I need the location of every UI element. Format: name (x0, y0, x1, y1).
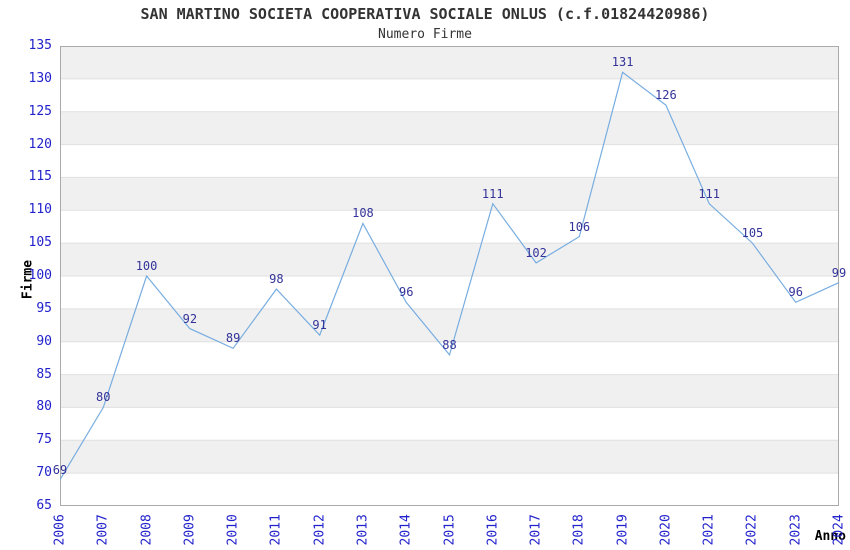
x-tick-label: 2020 (658, 514, 674, 546)
point-label: 111 (481, 186, 504, 201)
y-tick-label: 125 (28, 103, 52, 119)
plot-border (60, 46, 839, 506)
x-tick-label: 2006 (52, 514, 68, 546)
x-tick-label: 2010 (225, 514, 241, 546)
chart-title: SAN MARTINO SOCIETA COOPERATIVA SOCIALE … (140, 5, 710, 23)
y-tick-label: 90 (36, 333, 52, 349)
x-tick-label: 2009 (182, 514, 198, 546)
point-label: 89 (225, 331, 241, 346)
point-label: 92 (182, 311, 198, 326)
y-tick-label: 80 (36, 399, 52, 415)
y-tick-label: 70 (36, 465, 52, 481)
chart-subtitle: Numero Firme (378, 27, 472, 42)
point-label: 102 (525, 245, 547, 260)
y-tick-label: 130 (28, 70, 52, 86)
x-tick-label: 2012 (312, 514, 328, 546)
y-tick-label: 95 (36, 300, 52, 316)
x-tick-label: 2017 (528, 514, 544, 546)
x-tick-label: 2016 (485, 514, 501, 546)
point-label: 126 (655, 88, 677, 103)
y-tick-label: 110 (28, 202, 52, 218)
plot-area (60, 46, 839, 506)
band-row (60, 111, 839, 145)
y-tick-label: 75 (36, 432, 52, 448)
x-tick-label: 2014 (398, 514, 414, 546)
y-tick-label: 120 (28, 136, 52, 152)
band-row (60, 440, 839, 474)
x-tick-label: 2007 (95, 514, 111, 546)
point-label: 108 (352, 206, 374, 221)
x-tick-label: 2022 (744, 514, 760, 546)
y-tick-label: 85 (36, 366, 52, 382)
point-label: 131 (611, 55, 634, 70)
point-label: 88 (442, 337, 457, 352)
x-axis-title: Anno (814, 529, 846, 544)
band-row (60, 46, 839, 79)
band-row (60, 243, 839, 276)
series-line (60, 71, 839, 481)
point-label: 111 (698, 186, 720, 201)
point-label: 100 (135, 259, 158, 273)
x-tick-label: 2023 (788, 514, 804, 546)
point-label: 96 (398, 285, 414, 300)
x-tick-label: 2024 (831, 514, 847, 546)
y-tick-label: 65 (36, 498, 52, 513)
band-row (60, 374, 839, 408)
x-tick-label: 2013 (355, 514, 371, 546)
point-label: 91 (312, 318, 327, 333)
y-tick-label: 135 (28, 38, 52, 53)
point-label: 69 (52, 462, 68, 477)
point-label: 98 (269, 272, 284, 287)
point-label: 80 (96, 390, 111, 405)
y-tick-label: 105 (28, 235, 52, 251)
point-label: 99 (831, 265, 847, 280)
x-tick-label: 2019 (615, 514, 631, 546)
band-row (60, 177, 839, 211)
y-tick-label: 100 (28, 268, 52, 283)
point-label: 96 (788, 285, 803, 300)
x-tick-label: 2015 (442, 514, 457, 546)
x-tick-label: 2021 (701, 514, 717, 546)
point-label: 106 (568, 219, 591, 234)
x-tick-label: 2018 (571, 514, 587, 546)
plot-svg (60, 46, 839, 506)
x-tick-label: 2008 (139, 514, 155, 546)
y-tick-label: 115 (28, 169, 52, 185)
x-tick-label: 2011 (268, 514, 284, 546)
band-row (60, 308, 839, 342)
point-label: 105 (741, 226, 764, 241)
